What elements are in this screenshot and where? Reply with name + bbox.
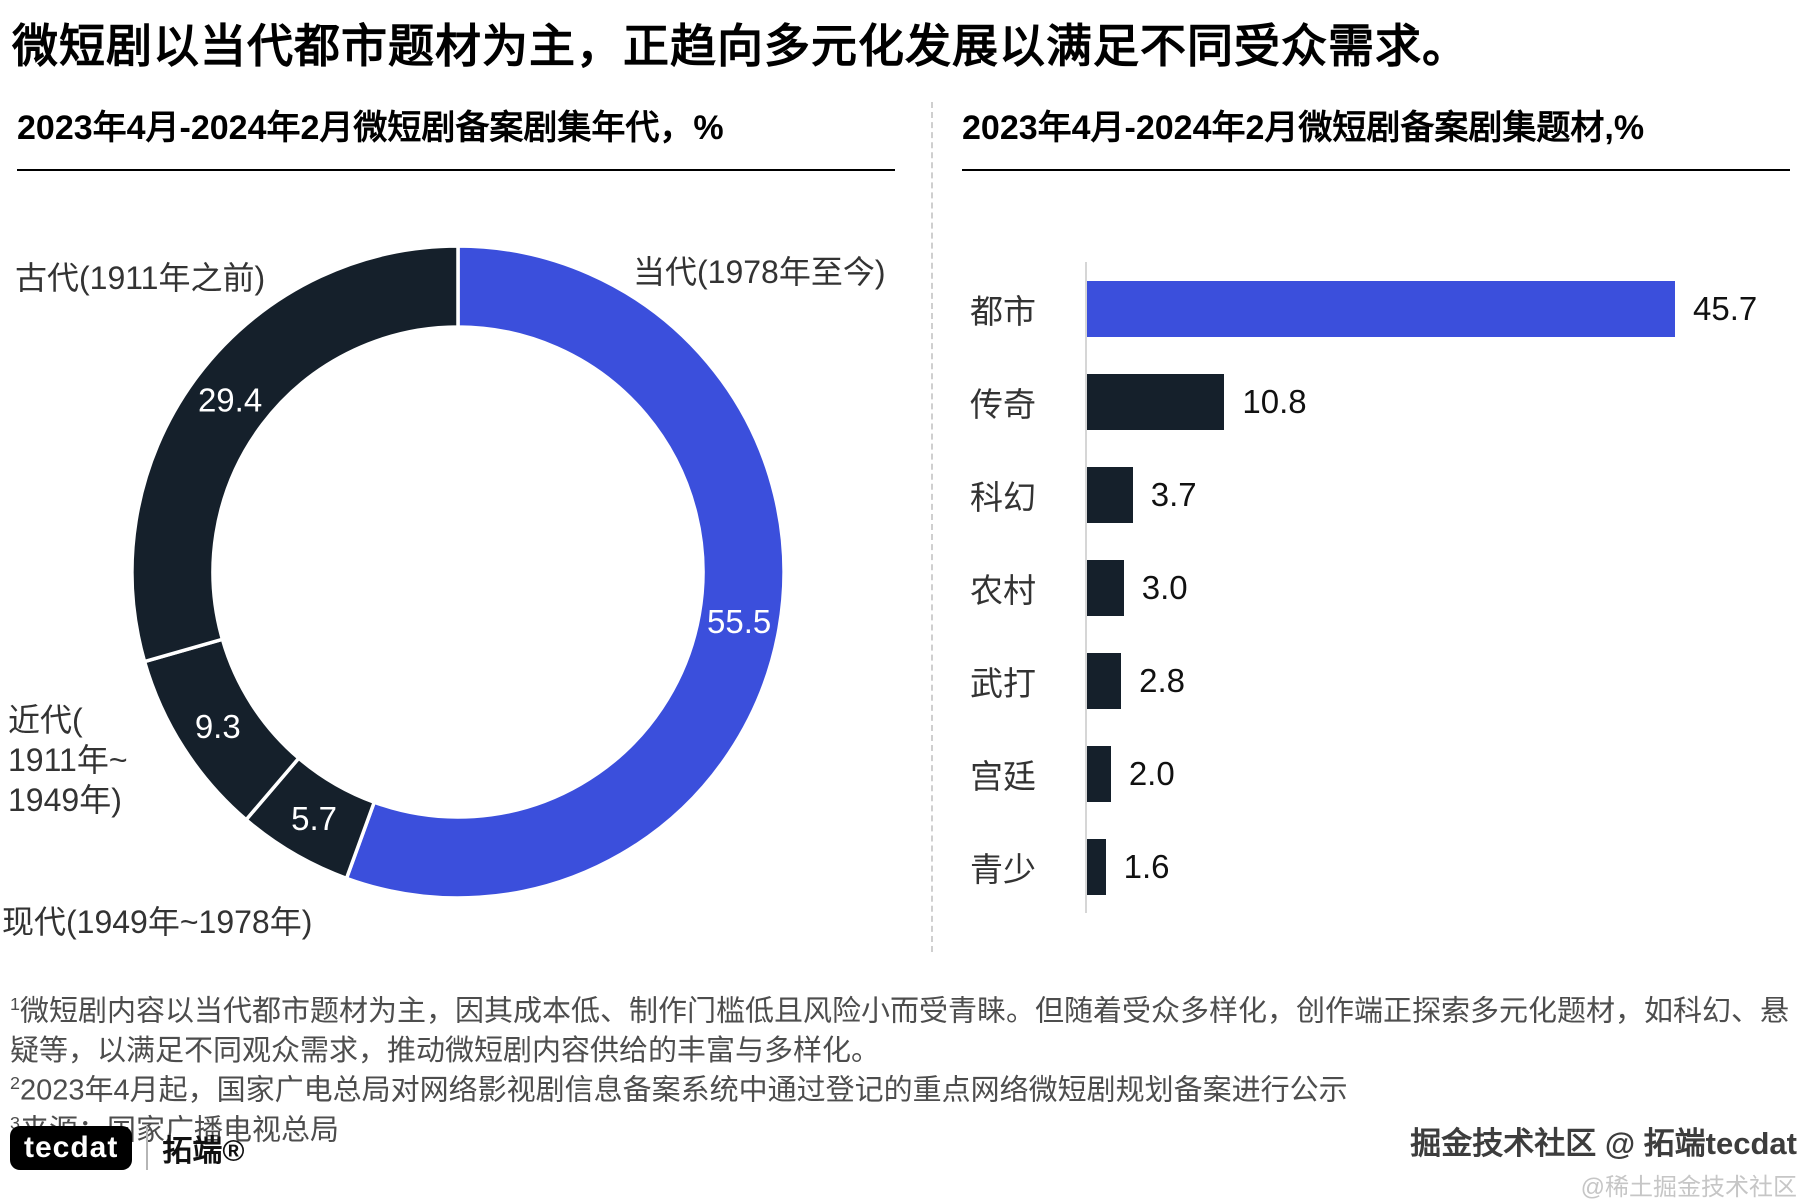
footnote-sup: 2 xyxy=(10,1072,20,1093)
panel-divider xyxy=(931,102,933,952)
bar-value-label: 3.0 xyxy=(1141,568,1188,606)
bar-fill xyxy=(1085,373,1225,430)
donut-value-label-3: 29.4 xyxy=(198,382,262,419)
footnote-text: 2023年4月起，国家广电总局对网络影视剧信息备案系统中通过登记的重点网络微短剧… xyxy=(20,1074,1348,1107)
bar-category-label: 农村 xyxy=(970,571,1036,609)
footnote-text: 微短剧内容以当代都市题材为主，因其成本低、制作门槛低且风险小而受青睐。但随着受众… xyxy=(10,995,1790,1067)
bar-category-label: 都市 xyxy=(970,292,1036,330)
bar-row-urban: 都市 45.7 xyxy=(962,262,1790,355)
donut-slice-0 xyxy=(344,244,786,900)
brand-logo: tecdat 拓端® xyxy=(10,1126,244,1170)
watermark-line1: 掘金技术社区 @ 拓端tecdat xyxy=(1410,1126,1797,1161)
footnote-1: 1微短剧内容以当代都市题材为主，因其成本低、制作门槛低且风险小而受青睐。但随着受… xyxy=(10,992,1802,1071)
footnote-2: 22023年4月起，国家广电总局对网络影视剧信息备案系统中通过登记的重点网络微短… xyxy=(10,1071,1802,1111)
tecdat-logo-suffix: 拓端® xyxy=(146,1126,244,1170)
bar-row-legend-genre: 传奇 10.8 xyxy=(962,355,1790,448)
bar-row-youth: 青少 1.6 xyxy=(962,820,1790,913)
bar-value-label: 10.8 xyxy=(1242,382,1307,420)
genre-bar-chart: 都市 45.7 传奇 10.8 科幻 3.7 农村 3.0 武打 2.8 宫廷 … xyxy=(962,262,1790,913)
bar-fill xyxy=(1085,466,1133,523)
bar-category-label: 武打 xyxy=(970,664,1036,702)
page-title: 微短剧以当代都市题材为主，正趋向多元化发展以满足不同受众需求。 xyxy=(12,20,1469,72)
bar-fill xyxy=(1085,745,1111,802)
tecdat-logo: tecdat xyxy=(10,1126,133,1170)
bar-category-label: 科幻 xyxy=(970,478,1036,516)
bar-value-label: 1.6 xyxy=(1123,847,1170,885)
watermark: 掘金技术社区 @ 拓端tecdat @稀土掘金技术社区 xyxy=(1410,1118,1797,1202)
bar-row-martial-arts: 武打 2.8 xyxy=(962,634,1790,727)
bar-fill xyxy=(1085,652,1122,709)
era-donut-svg: 55.5 5.7 9.3 29.4 xyxy=(130,244,786,900)
bar-fill xyxy=(1085,838,1106,895)
donut-slice-label-contemporary: 当代(1978年至今) xyxy=(633,254,886,290)
donut-slice-label-modern: 现代(1949年~1978年) xyxy=(2,904,313,940)
donut-value-label-0: 55.5 xyxy=(707,603,771,640)
era-donut-chart: 55.5 5.7 9.3 29.4 xyxy=(130,244,786,900)
watermark-line2: @稀土掘金技术社区 xyxy=(1580,1174,1797,1201)
bar-value-label: 2.8 xyxy=(1139,661,1186,699)
bar-axis-line xyxy=(1085,262,1087,913)
donut-slice-label-early-modern: 近代( 1911年~ 1949年) xyxy=(8,702,128,818)
bar-value-label: 45.7 xyxy=(1693,289,1758,327)
bar-category-label: 青少 xyxy=(970,850,1036,888)
donut-slice-label-ancient: 古代(1911年之前) xyxy=(15,260,266,296)
bar-row-palace: 宫廷 2.0 xyxy=(962,727,1790,820)
bar-row-scifi: 科幻 3.7 xyxy=(962,448,1790,541)
genre-chart-title: 2023年4月-2024年2月微短剧备案剧集题材,% xyxy=(962,100,1790,171)
bar-category-label: 传奇 xyxy=(970,385,1036,423)
donut-value-label-1: 5.7 xyxy=(291,800,337,837)
donut-slice-3 xyxy=(130,244,460,664)
footnote-sup: 3 xyxy=(10,1112,20,1133)
bar-value-label: 2.0 xyxy=(1128,754,1175,792)
bar-fill xyxy=(1085,559,1124,616)
footnote-sup: 1 xyxy=(10,994,20,1014)
era-chart-title: 2023年4月-2024年2月微短剧备案剧集年代，% xyxy=(17,100,895,171)
bar-value-label: 3.7 xyxy=(1150,475,1197,513)
bar-row-rural: 农村 3.0 xyxy=(962,541,1790,634)
bar-category-label: 宫廷 xyxy=(970,757,1036,795)
donut-value-label-2: 9.3 xyxy=(195,708,241,745)
bar-fill xyxy=(1085,280,1675,337)
